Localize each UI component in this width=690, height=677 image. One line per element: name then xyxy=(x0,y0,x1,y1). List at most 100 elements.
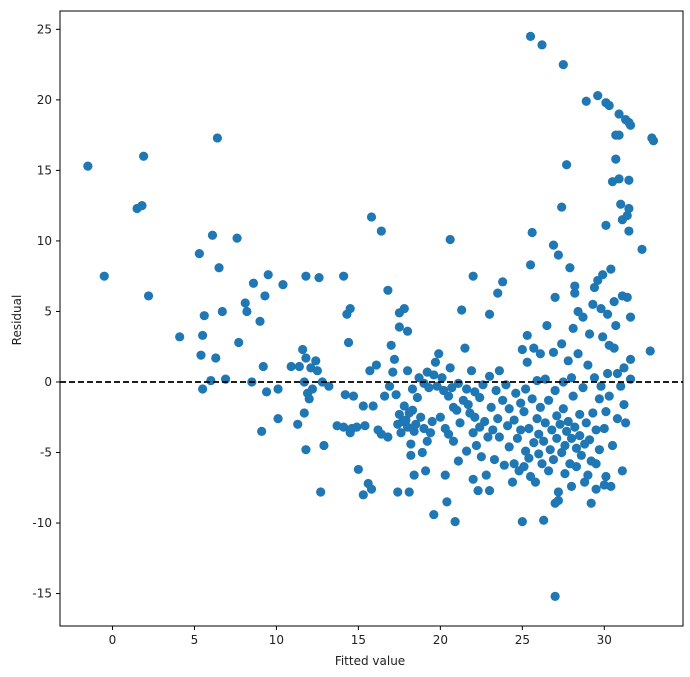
data-point xyxy=(539,515,549,525)
data-point xyxy=(401,415,411,425)
data-point xyxy=(316,487,326,497)
data-point xyxy=(353,464,363,475)
data-point xyxy=(560,469,570,479)
data-point xyxy=(524,423,534,434)
data-point xyxy=(411,419,421,429)
data-point xyxy=(584,435,595,445)
data-point xyxy=(529,343,539,353)
data-point xyxy=(540,418,550,428)
data-point xyxy=(498,277,508,287)
data-point xyxy=(521,384,531,394)
data-point xyxy=(273,414,283,424)
data-point xyxy=(299,408,309,418)
data-point xyxy=(589,282,600,293)
data-point xyxy=(137,201,147,211)
data-point xyxy=(614,130,624,140)
data-point xyxy=(402,422,413,432)
x-tick-label: 25 xyxy=(515,633,530,647)
data-point xyxy=(537,40,547,50)
data-point xyxy=(571,443,582,453)
data-point xyxy=(625,120,636,130)
data-point xyxy=(502,421,513,431)
data-point xyxy=(358,401,368,411)
data-point xyxy=(547,425,557,435)
data-point xyxy=(476,452,486,462)
data-point xyxy=(539,436,549,446)
data-point xyxy=(207,230,218,240)
data-point xyxy=(561,426,572,436)
data-point xyxy=(614,174,624,184)
data-point xyxy=(217,306,227,317)
data-point xyxy=(552,411,562,421)
data-point xyxy=(481,470,491,480)
data-point xyxy=(255,316,265,326)
data-point xyxy=(565,263,575,273)
data-point xyxy=(606,481,616,491)
data-point xyxy=(558,60,568,70)
data-point xyxy=(645,346,655,356)
data-point xyxy=(563,416,573,427)
data-point xyxy=(399,401,409,411)
data-point xyxy=(399,304,409,314)
data-point xyxy=(553,250,564,260)
data-point xyxy=(571,462,582,472)
data-point xyxy=(402,326,413,336)
data-point xyxy=(493,288,503,298)
data-point xyxy=(443,429,454,439)
data-point xyxy=(260,291,270,301)
data-point xyxy=(527,394,537,404)
data-point xyxy=(445,234,455,245)
data-point xyxy=(596,381,606,391)
data-point xyxy=(443,391,454,401)
data-point xyxy=(348,391,359,401)
data-point xyxy=(345,304,355,314)
data-point xyxy=(409,470,419,480)
data-point xyxy=(522,357,532,367)
data-point xyxy=(486,402,496,412)
data-point xyxy=(598,270,608,280)
data-point xyxy=(535,349,545,359)
data-point xyxy=(257,426,267,436)
data-point xyxy=(619,363,629,373)
data-point xyxy=(412,392,423,403)
data-point xyxy=(594,394,604,404)
data-point xyxy=(519,406,529,417)
data-point xyxy=(457,305,467,315)
data-point xyxy=(445,363,455,373)
data-point xyxy=(548,454,559,465)
data-point xyxy=(198,330,208,341)
data-point xyxy=(453,378,463,388)
x-tick-label: 5 xyxy=(191,633,199,647)
data-point xyxy=(576,450,586,460)
data-point xyxy=(406,439,416,449)
data-point xyxy=(558,377,568,387)
data-point xyxy=(499,460,509,470)
data-point xyxy=(609,296,619,307)
data-point xyxy=(402,366,413,376)
x-tick-label: 30 xyxy=(597,633,612,647)
data-point xyxy=(573,349,583,359)
data-point xyxy=(575,409,585,420)
data-point xyxy=(471,440,482,451)
data-point xyxy=(512,433,523,443)
data-point xyxy=(286,361,296,372)
data-point xyxy=(214,263,224,273)
data-point xyxy=(525,31,536,41)
data-point xyxy=(311,356,321,366)
x-tick-label: 15 xyxy=(351,633,366,647)
data-point xyxy=(534,429,544,439)
data-point xyxy=(543,395,554,405)
data-point xyxy=(483,432,493,442)
data-point xyxy=(607,440,618,451)
data-point xyxy=(234,337,244,348)
data-point xyxy=(388,367,398,377)
data-point xyxy=(383,285,393,295)
data-point xyxy=(301,445,311,455)
data-point xyxy=(604,100,614,111)
data-point xyxy=(384,381,395,391)
data-point xyxy=(601,220,611,231)
data-point xyxy=(553,495,564,506)
data-point xyxy=(494,432,504,442)
data-point xyxy=(527,227,537,238)
